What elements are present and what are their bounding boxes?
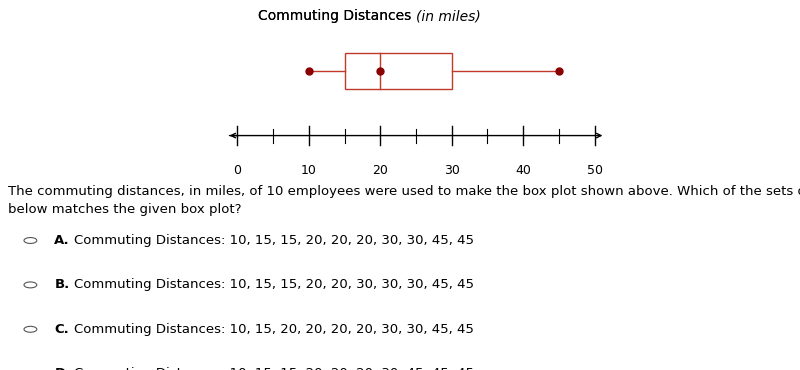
- Text: C.: C.: [54, 323, 69, 336]
- Text: The commuting distances, in miles, of 10 employees were used to make the box plo: The commuting distances, in miles, of 10…: [8, 185, 800, 216]
- Text: D.: D.: [54, 367, 70, 370]
- Text: Commuting Distances: 10, 15, 20, 20, 20, 20, 30, 30, 45, 45: Commuting Distances: 10, 15, 20, 20, 20,…: [74, 323, 474, 336]
- Text: 20: 20: [372, 164, 388, 177]
- Point: [302, 68, 315, 74]
- Point: [553, 68, 566, 74]
- Text: 10: 10: [301, 164, 317, 177]
- Text: Commuting Distances: Commuting Distances: [258, 9, 416, 23]
- Text: A.: A.: [54, 234, 70, 247]
- Point: [374, 68, 386, 74]
- Text: 0: 0: [234, 164, 242, 177]
- Text: Commuting Distances: 10, 15, 15, 20, 20, 30, 30, 30, 45, 45: Commuting Distances: 10, 15, 15, 20, 20,…: [74, 278, 474, 292]
- Text: Commuting Distances: 10, 15, 15, 20, 20, 20, 30, 30, 45, 45: Commuting Distances: 10, 15, 15, 20, 20,…: [74, 234, 474, 247]
- Text: Commuting Distances: 10, 15, 15, 20, 20, 20, 30, 45, 45, 45: Commuting Distances: 10, 15, 15, 20, 20,…: [74, 367, 474, 370]
- Bar: [345, 53, 452, 89]
- Text: 40: 40: [515, 164, 531, 177]
- Text: Commuting Distances: Commuting Distances: [258, 9, 416, 23]
- Text: B.: B.: [54, 278, 70, 292]
- Text: 50: 50: [586, 164, 602, 177]
- Text: (in miles): (in miles): [416, 9, 481, 23]
- Text: 30: 30: [444, 164, 460, 177]
